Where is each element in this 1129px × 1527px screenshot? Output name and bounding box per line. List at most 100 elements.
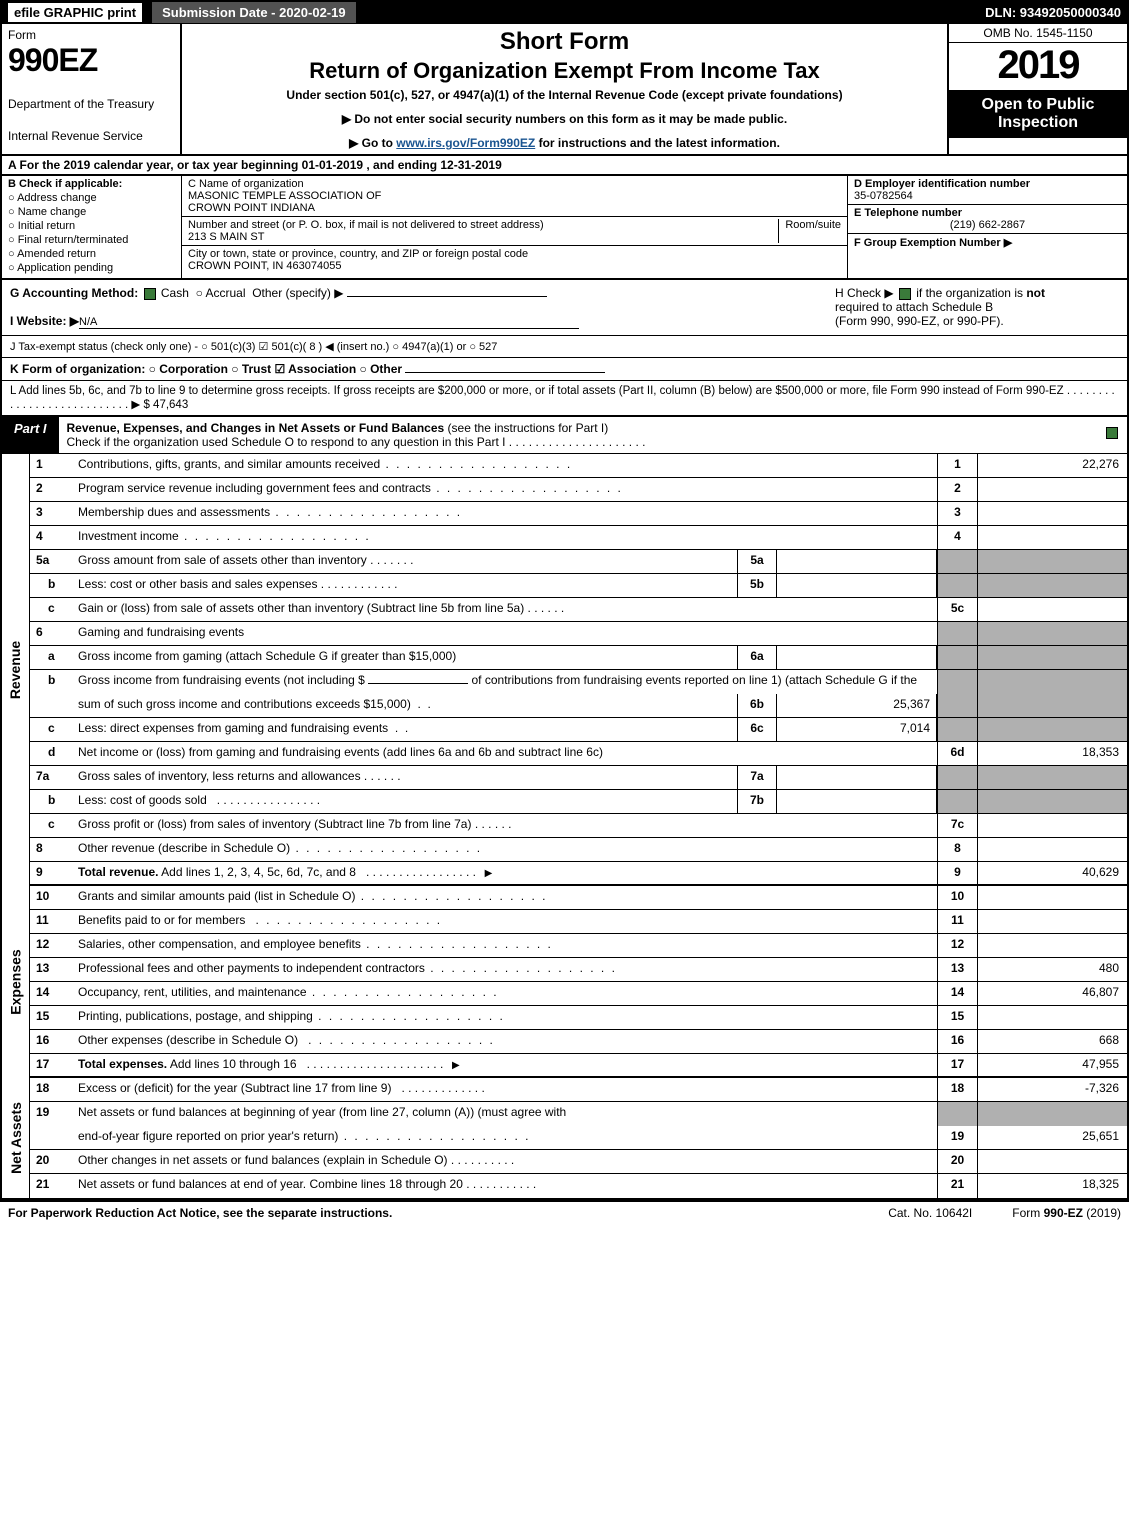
- open-to-public: Open to Public Inspection: [949, 90, 1127, 138]
- block-bcd: B Check if applicable: Address change Na…: [0, 176, 1129, 280]
- ln7a-rval: [977, 766, 1127, 789]
- checkbox-cash[interactable]: [144, 288, 156, 300]
- box-def: D Employer identification number 35-0782…: [847, 176, 1127, 278]
- ln19-desc1: Net assets or fund balances at beginning…: [74, 1102, 937, 1126]
- ln7b-rnum: [937, 790, 977, 813]
- header-right: OMB No. 1545-1150 2019 Open to Public In…: [947, 24, 1127, 154]
- ln2-num: 2: [30, 478, 74, 501]
- box-h: H Check ▶ if the organization is not req…: [827, 280, 1127, 335]
- net-assets-sidelabel: Net Assets: [2, 1078, 30, 1198]
- ln2-value: [977, 478, 1127, 501]
- check-final-return[interactable]: Final return/terminated: [8, 234, 175, 246]
- check-name-change[interactable]: Name change: [8, 206, 175, 218]
- ln19-num2: [30, 1126, 74, 1149]
- goto-prefix: ▶ Go to: [349, 136, 396, 150]
- ln7c-rnum: 7c: [937, 814, 977, 837]
- ln19-value: 25,651: [977, 1126, 1127, 1149]
- ln5c-value: [977, 598, 1127, 621]
- check-application-pending[interactable]: Application pending: [8, 262, 175, 274]
- ln8-rnum: 8: [937, 838, 977, 861]
- cash-label: Cash: [161, 286, 189, 300]
- ssn-warning: ▶ Do not enter social security numbers o…: [192, 112, 937, 126]
- ln4-desc: Investment income: [74, 526, 937, 549]
- org-name-1: MASONIC TEMPLE ASSOCIATION OF: [188, 190, 841, 202]
- expenses-section: Expenses 10Grants and similar amounts pa…: [0, 886, 1129, 1078]
- ln4-value: [977, 526, 1127, 549]
- row-gh: G Accounting Method: Cash ○ Accrual Othe…: [0, 280, 1129, 336]
- ln5b-num: b: [30, 574, 74, 597]
- ln6d-value: 18,353: [977, 742, 1127, 765]
- ln21-rnum: 21: [937, 1174, 977, 1198]
- return-title: Return of Organization Exempt From Incom…: [192, 58, 937, 84]
- ln11-rnum: 11: [937, 910, 977, 933]
- checkbox-schedule-o[interactable]: [1106, 427, 1118, 439]
- department-treasury: Department of the Treasury: [8, 97, 174, 111]
- ln7c-num: c: [30, 814, 74, 837]
- checkbox-h[interactable]: [899, 288, 911, 300]
- ln7a-rnum: [937, 766, 977, 789]
- ln20-desc: Other changes in net assets or fund bala…: [74, 1150, 937, 1173]
- h-text2: if the organization is: [913, 286, 1026, 300]
- submission-date: Submission Date - 2020-02-19: [152, 2, 356, 23]
- revenue-sidelabel: Revenue: [2, 454, 30, 886]
- ln2-desc: Program service revenue including govern…: [74, 478, 937, 501]
- accrual-label: Accrual: [206, 286, 246, 300]
- check-amended-return[interactable]: Amended return: [8, 248, 175, 260]
- ln12-num: 12: [30, 934, 74, 957]
- ln18-rnum: 18: [937, 1078, 977, 1101]
- website-value: N/A: [79, 316, 579, 329]
- ln6c-rval: [977, 718, 1127, 741]
- box-b-checkboxes: B Check if applicable: Address change Na…: [2, 176, 182, 278]
- omb-number: OMB No. 1545-1150: [949, 24, 1127, 43]
- ln19-rval-shade: [977, 1102, 1127, 1126]
- ln15-rnum: 15: [937, 1006, 977, 1029]
- ln6b-mv: 25,367: [777, 694, 937, 717]
- header-left: Form 990EZ Department of the Treasury In…: [2, 24, 182, 154]
- row-l-amount: ▶ $ 47,643: [131, 399, 188, 411]
- ln6d-desc: Net income or (loss) from gaming and fun…: [74, 742, 937, 765]
- efile-print-button[interactable]: efile GRAPHIC print: [8, 3, 142, 22]
- ln14-desc: Occupancy, rent, utilities, and maintena…: [74, 982, 937, 1005]
- h-text3: required to attach Schedule B: [835, 300, 993, 314]
- check-address-change[interactable]: Address change: [8, 192, 175, 204]
- room-suite-label: Room/suite: [778, 219, 841, 243]
- ln13-value: 480: [977, 958, 1127, 981]
- ln3-value: [977, 502, 1127, 525]
- ln5a-mc: 5a: [737, 550, 777, 573]
- ln5b-rnum: [937, 574, 977, 597]
- ln7b-num: b: [30, 790, 74, 813]
- ln13-desc: Professional fees and other payments to …: [74, 958, 937, 981]
- ln20-num: 20: [30, 1150, 74, 1173]
- name-label: C Name of organization: [188, 178, 841, 190]
- ln12-value: [977, 934, 1127, 957]
- check-initial-return[interactable]: Initial return: [8, 220, 175, 232]
- row-j-tax-exempt: J Tax-exempt status (check only one) - ○…: [0, 336, 1129, 358]
- ln16-value: 668: [977, 1030, 1127, 1053]
- ln7a-mc: 7a: [737, 766, 777, 789]
- ln2-rnum: 2: [937, 478, 977, 501]
- ln17-rnum: 17: [937, 1054, 977, 1076]
- ln8-value: [977, 838, 1127, 861]
- ln11-value: [977, 910, 1127, 933]
- ln10-rnum: 10: [937, 886, 977, 909]
- ln5b-mc: 5b: [737, 574, 777, 597]
- street-label: Number and street (or P. O. box, if mail…: [188, 219, 544, 231]
- ln20-value: [977, 1150, 1127, 1173]
- ln19-rnum-shade: [937, 1102, 977, 1126]
- ln21-value: 18,325: [977, 1174, 1127, 1198]
- ln7b-mv: [777, 790, 937, 813]
- ln7a-num: 7a: [30, 766, 74, 789]
- ln10-num: 10: [30, 886, 74, 909]
- catalog-number: Cat. No. 10642I: [888, 1206, 972, 1220]
- irs-link[interactable]: www.irs.gov/Form990EZ: [396, 136, 535, 150]
- form-number: 990EZ: [8, 42, 174, 79]
- part-1-tag: Part I: [2, 417, 59, 453]
- telephone-label: E Telephone number: [854, 207, 962, 219]
- header-subtitle: Under section 501(c), 527, or 4947(a)(1)…: [192, 88, 937, 102]
- ln7a-mv: [777, 766, 937, 789]
- ln11-num: 11: [30, 910, 74, 933]
- part-1-check-text: Check if the organization used Schedule …: [67, 435, 506, 449]
- ln16-num: 16: [30, 1030, 74, 1053]
- group-exemption-label: F Group Exemption Number ▶: [854, 237, 1012, 249]
- ln5a-rval: [977, 550, 1127, 573]
